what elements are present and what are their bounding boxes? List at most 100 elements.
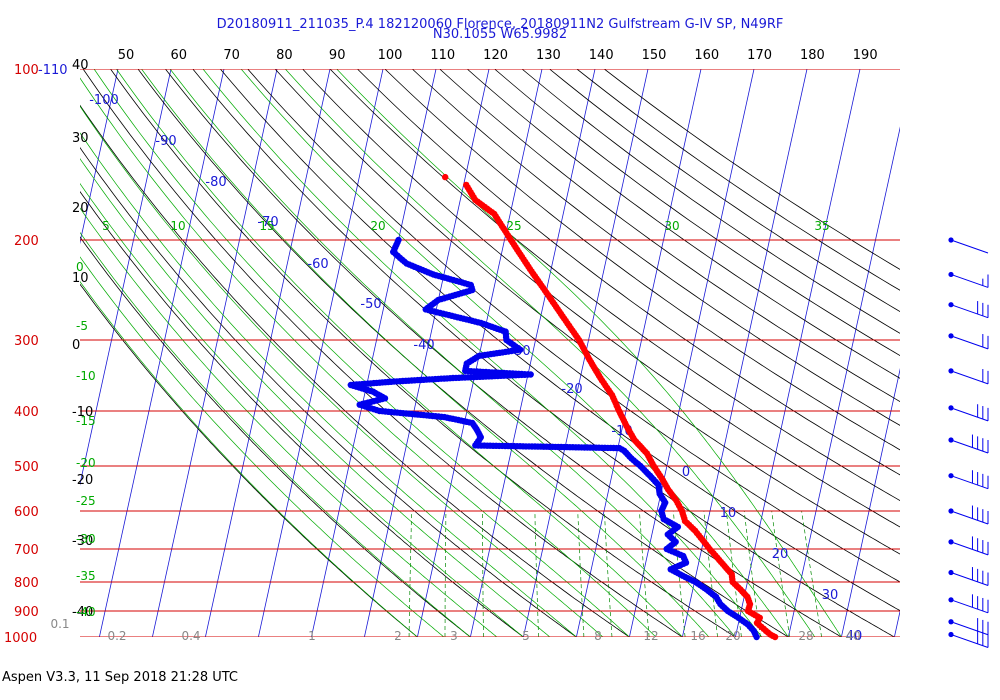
pressure-label: 200 bbox=[14, 234, 39, 249]
moist-adiabat-label: 0 bbox=[76, 260, 84, 274]
moist-adiabat-top-label: 35 bbox=[814, 219, 829, 233]
mixing-ratio-line bbox=[603, 510, 613, 637]
temperature-point bbox=[441, 173, 449, 181]
isotherm-line bbox=[80, 69, 119, 245]
dry-adiabat-line bbox=[80, 147, 577, 637]
isotherm-line bbox=[258, 69, 384, 637]
isotherm-line bbox=[470, 69, 596, 637]
mixing-ratio-label: 28 bbox=[798, 629, 813, 643]
dry-adiabat-line bbox=[82, 69, 683, 637]
dry-adiabat-line bbox=[384, 69, 900, 451]
isotherm-label: -40 bbox=[413, 338, 434, 353]
top-axis-tick: 120 bbox=[483, 48, 508, 63]
isotherm-line bbox=[205, 69, 331, 637]
top-axis-tick: 150 bbox=[642, 48, 667, 63]
dry-adiabat-label: 10 bbox=[72, 271, 89, 286]
mixing-ratio-label: 1 bbox=[308, 629, 316, 643]
mixing-ratio-line bbox=[577, 510, 585, 637]
mixing-ratio-line bbox=[703, 510, 718, 637]
dry-adiabat-line bbox=[80, 236, 471, 637]
isotherm-line bbox=[0, 69, 12, 637]
top-axis-tick: 110 bbox=[430, 48, 455, 63]
top-axis-tick: 140 bbox=[589, 48, 614, 63]
top-axis-tick: 50 bbox=[118, 48, 135, 63]
isotherm-line bbox=[80, 69, 172, 486]
top-axis-tick: 80 bbox=[276, 48, 293, 63]
moist-adiabat-top-label: 5 bbox=[102, 219, 110, 233]
moist-adiabat-line bbox=[80, 281, 418, 637]
moist-adiabat-line bbox=[80, 105, 604, 637]
mixing-ratio-label: 40 bbox=[845, 629, 860, 643]
mixing-ratio-label: 2 bbox=[394, 629, 402, 643]
moist-adiabat-line bbox=[80, 256, 445, 637]
isotherm-label: -90 bbox=[155, 134, 176, 149]
isotherm-line bbox=[629, 69, 755, 637]
mixing-ratio-label: 0.2 bbox=[107, 629, 126, 643]
wind-barb-shaft bbox=[950, 407, 989, 422]
dry-adiabat-line bbox=[80, 190, 524, 637]
isotherm-line bbox=[735, 69, 861, 637]
dry-adiabat-line bbox=[604, 69, 900, 270]
dry-adiabat-line bbox=[521, 69, 900, 334]
isotherm-line bbox=[364, 69, 490, 637]
wind-barb-shaft bbox=[950, 634, 989, 648]
mixing-ratio-line bbox=[771, 510, 791, 637]
temperature-point bbox=[463, 181, 470, 189]
wind-barb-shaft bbox=[950, 239, 989, 254]
isotherm-label: 40 bbox=[846, 629, 863, 644]
isotherm-line bbox=[576, 69, 702, 637]
mixing-ratio-line bbox=[444, 511, 447, 637]
dry-adiabat-label: 20 bbox=[72, 201, 89, 216]
wind-barb-shaft bbox=[950, 599, 989, 614]
isotherm-line bbox=[841, 367, 900, 637]
dry-adiabat-line bbox=[192, 69, 895, 637]
moist-adiabat-line bbox=[336, 69, 842, 637]
isotherm-line bbox=[788, 126, 900, 637]
dry-adiabat-line bbox=[439, 69, 900, 403]
mixing-ratio-line bbox=[482, 511, 484, 637]
moist-adiabat-top-label: 30 bbox=[664, 219, 679, 233]
mixing-ratio-label: 5 bbox=[522, 629, 530, 643]
mixing-ratio-label: 20 bbox=[725, 629, 740, 643]
moist-adiabat-line bbox=[116, 69, 683, 637]
moist-adiabat-label: -30 bbox=[76, 532, 96, 546]
dry-adiabat-label: -30 bbox=[72, 534, 93, 549]
mixing-ratio-line bbox=[534, 511, 539, 637]
dry-adiabat-line bbox=[80, 283, 418, 637]
background-lines bbox=[0, 69, 900, 637]
isotherm-label: -100 bbox=[89, 93, 119, 108]
dry-adiabat-label: 40 bbox=[72, 58, 89, 73]
moist-adiabat-line bbox=[202, 69, 763, 637]
dry-adiabat-line bbox=[110, 69, 736, 637]
wind-barb-shaft bbox=[950, 572, 989, 586]
moist-adiabat-line bbox=[285, 69, 816, 637]
mixing-ratio-line bbox=[639, 510, 650, 637]
wind-barb-shaft bbox=[950, 541, 989, 556]
isotherm-label: -60 bbox=[307, 257, 328, 272]
isotherm-label: 0 bbox=[682, 465, 690, 480]
dry-adiabat-label: 0 bbox=[72, 338, 80, 353]
isotherm-line bbox=[894, 609, 900, 637]
dry-adiabat-line bbox=[219, 69, 900, 612]
mixing-ratio-line bbox=[672, 510, 686, 637]
moist-adiabat-label: -20 bbox=[76, 456, 96, 470]
moist-adiabat-label: -40 bbox=[76, 605, 96, 619]
wind-barb-shaft bbox=[950, 621, 989, 636]
dry-adiabat-label: 30 bbox=[72, 131, 89, 146]
top-axis-tick: 90 bbox=[329, 48, 346, 63]
dry-adiabat-line bbox=[412, 69, 900, 426]
dry-adiabat-label: -10 bbox=[72, 405, 93, 420]
wind-barb-shaft bbox=[950, 370, 989, 385]
mixing-ratio-line bbox=[801, 510, 823, 637]
top-axis-tick: 60 bbox=[171, 48, 188, 63]
top-axis-tick: 130 bbox=[536, 48, 561, 63]
pressure-label: 500 bbox=[14, 460, 39, 475]
top-axis-tick: 160 bbox=[694, 48, 719, 63]
moist-adiabat-label: -15 bbox=[76, 414, 96, 428]
dry-adiabat-line bbox=[165, 69, 842, 637]
pressure-label: 900 bbox=[14, 605, 39, 620]
dry-adiabat-line bbox=[274, 69, 900, 555]
top-axis-tick: 70 bbox=[223, 48, 240, 63]
top-axis-tick: 190 bbox=[853, 48, 878, 63]
